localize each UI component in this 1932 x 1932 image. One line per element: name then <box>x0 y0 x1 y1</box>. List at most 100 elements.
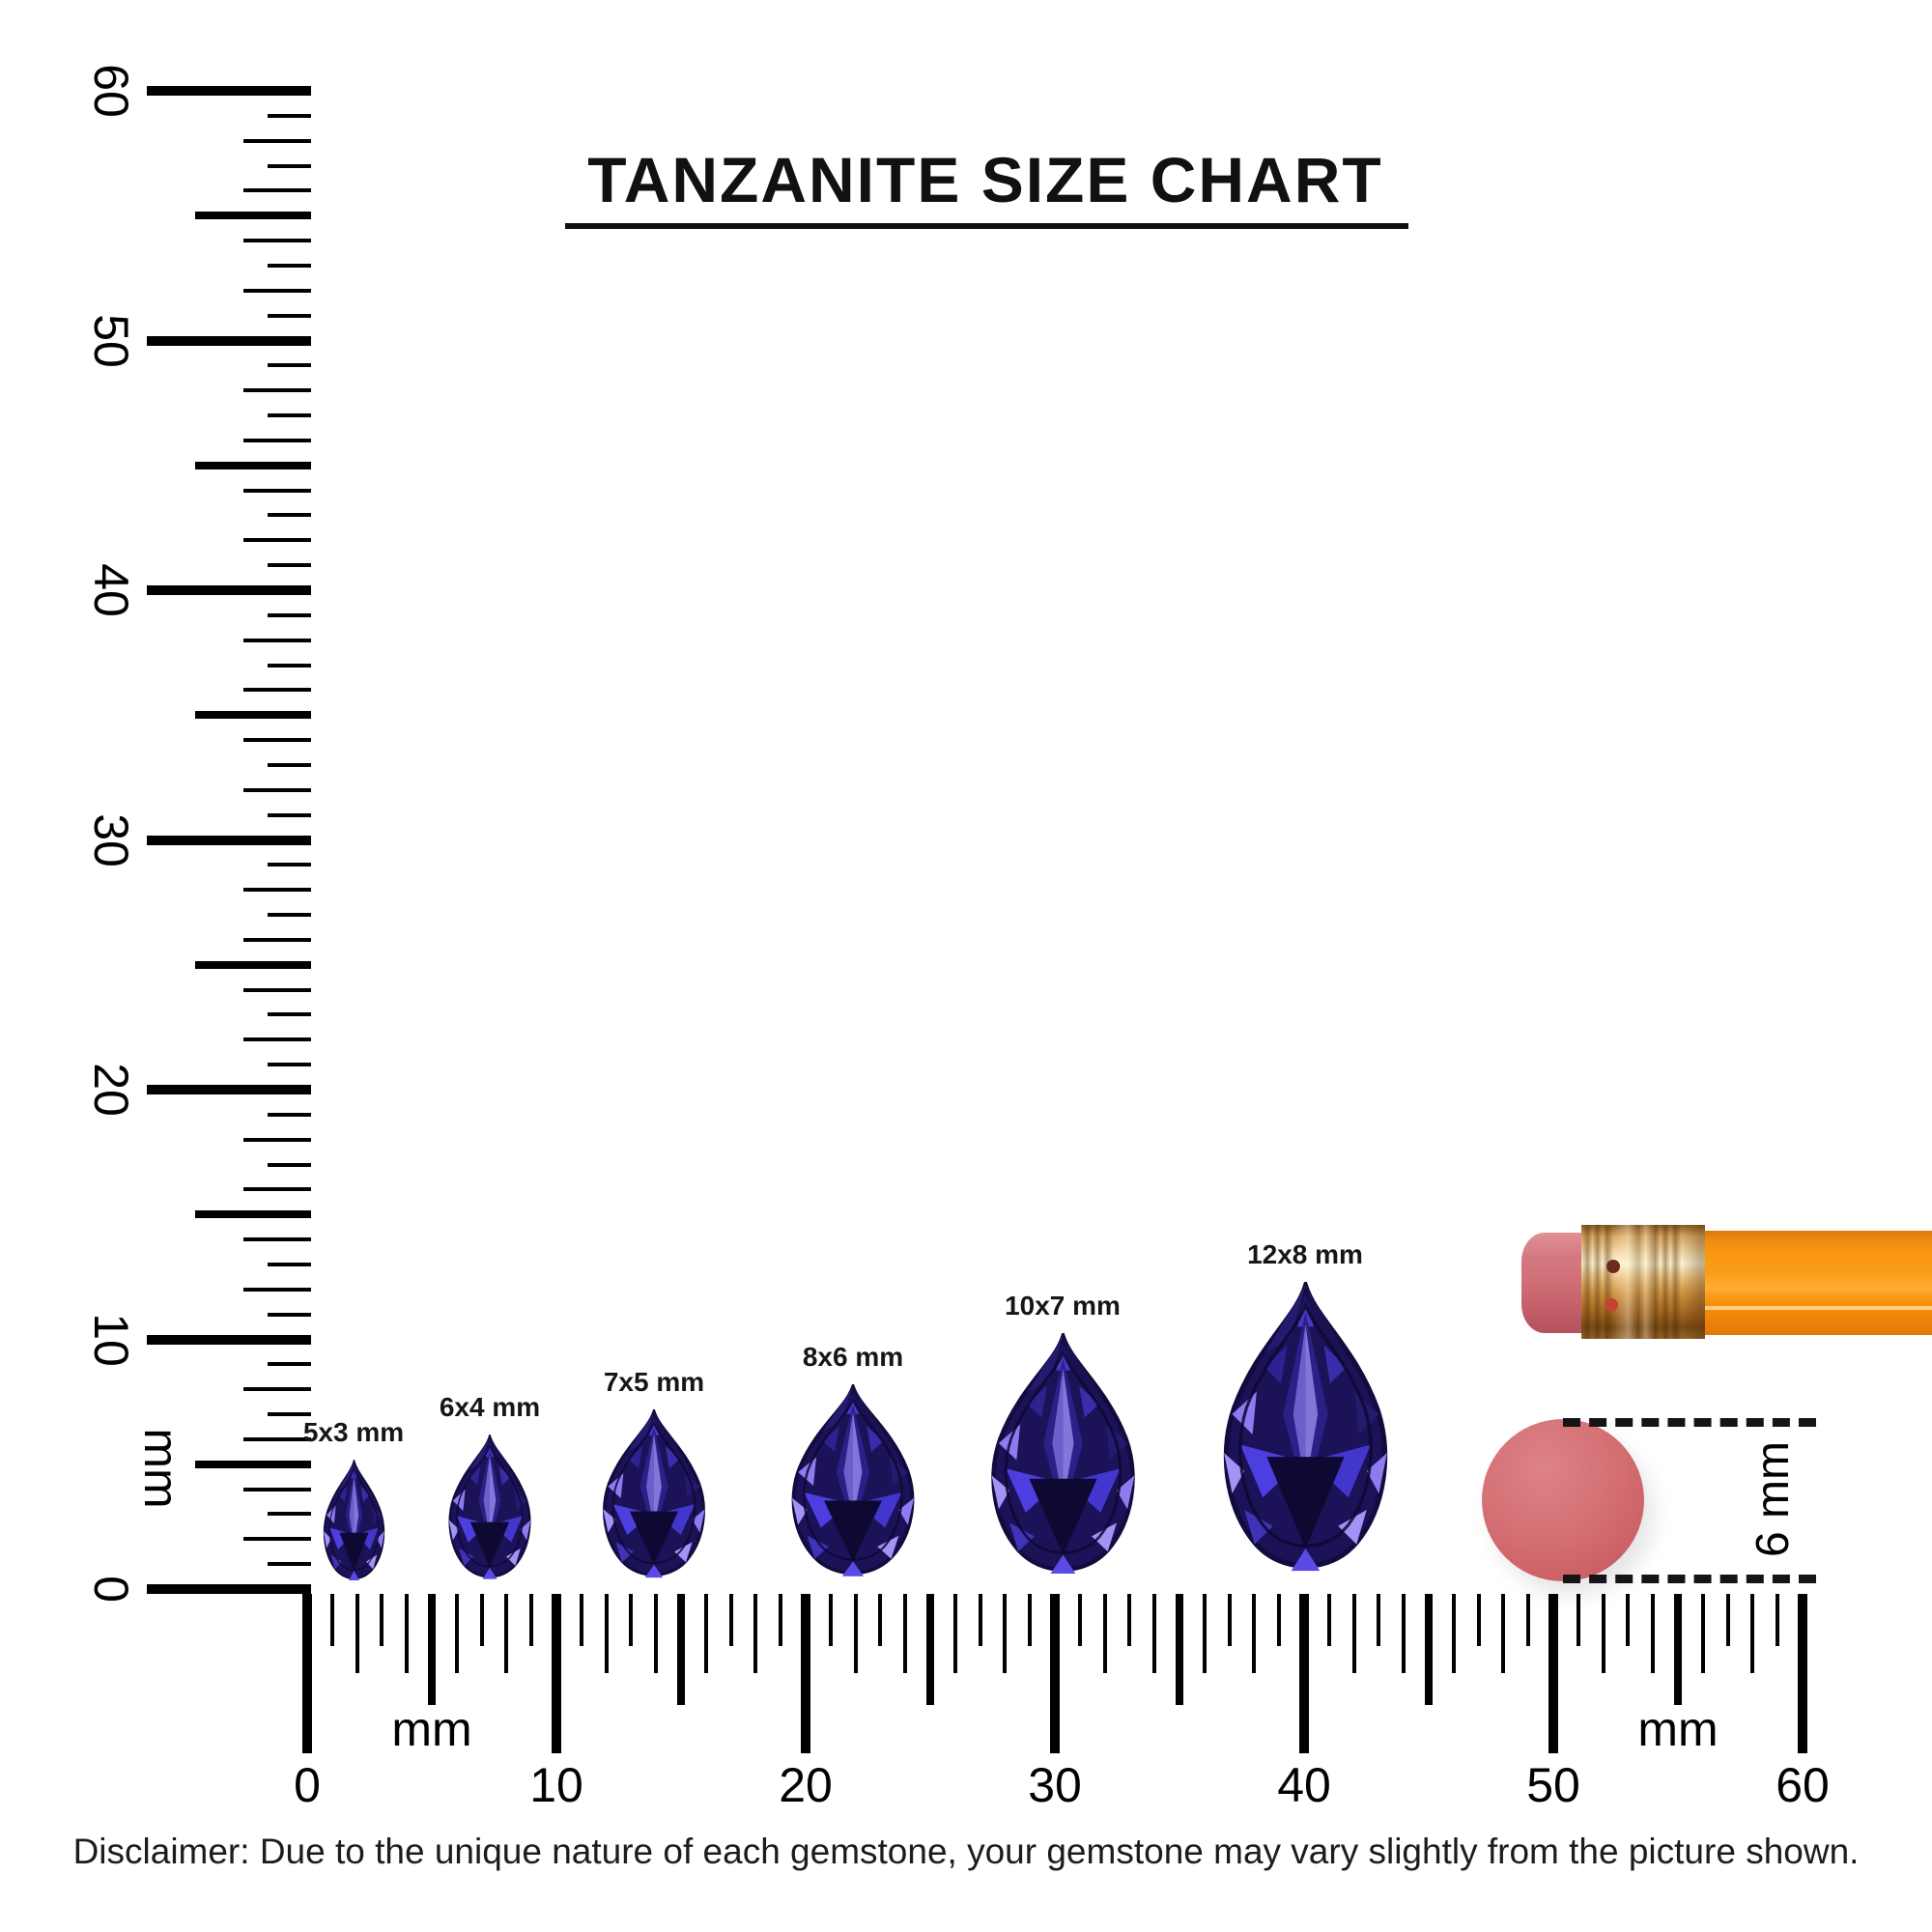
vertical-ruler-tick <box>243 1487 311 1492</box>
vertical-ruler-tick <box>243 239 311 243</box>
horizontal-ruler-tick <box>1674 1594 1682 1705</box>
horizontal-ruler-tick <box>728 1594 733 1646</box>
vertical-ruler-number: 20 <box>84 1063 138 1117</box>
horizontal-ruler-tick <box>1451 1594 1456 1673</box>
vertical-ruler-tick <box>268 313 311 318</box>
vertical-ruler-tick <box>268 863 311 867</box>
vertical-ruler-tick <box>268 612 311 617</box>
horizontal-ruler-tick <box>1028 1594 1033 1646</box>
horizontal-ruler-tick <box>1227 1594 1232 1646</box>
horizontal-ruler-tick <box>380 1594 384 1646</box>
horizontal-ruler-tick <box>1651 1594 1656 1673</box>
vertical-ruler-tick <box>243 1137 311 1142</box>
vertical-ruler-tick <box>268 363 311 368</box>
vertical-ruler-major-tick <box>147 1584 311 1594</box>
horizontal-ruler-major-tick <box>552 1594 561 1753</box>
vertical-ruler-major-tick <box>147 835 311 845</box>
horizontal-ruler-tick <box>1402 1594 1406 1673</box>
vertical-ruler-tick <box>268 513 311 518</box>
horizontal-ruler-number: 40 <box>1277 1758 1331 1812</box>
horizontal-ruler-tick <box>1077 1594 1082 1646</box>
horizontal-ruler-number: 50 <box>1526 1758 1580 1812</box>
horizontal-ruler-tick <box>1003 1594 1008 1673</box>
vertical-ruler-tick <box>268 1562 311 1567</box>
horizontal-ruler-tick <box>1776 1594 1780 1646</box>
horizontal-ruler-tick <box>405 1594 410 1673</box>
vertical-ruler-tick <box>195 960 311 969</box>
horizontal-ruler-tick <box>1277 1594 1282 1646</box>
vertical-ruler-tick <box>268 1362 311 1367</box>
vertical-ruler-number: 30 <box>84 812 138 867</box>
horizontal-ruler-unit-label-right: mm <box>1637 1702 1719 1756</box>
vertical-ruler-tick <box>243 288 311 293</box>
horizontal-ruler-major-tick <box>1798 1594 1807 1753</box>
gemstone-6x4mm <box>439 1435 541 1587</box>
pencil-eraser-tip <box>1521 1233 1583 1333</box>
vertical-ruler-tick <box>268 163 311 168</box>
vertical-ruler-tick <box>243 638 311 642</box>
eraser-end-circle <box>1482 1419 1644 1581</box>
vertical-ruler-tick <box>243 488 311 493</box>
vertical-ruler-tick <box>243 888 311 893</box>
ferrule-dot <box>1605 1298 1618 1312</box>
horizontal-ruler-major-tick <box>801 1594 810 1753</box>
gemstone-12x8mm <box>1204 1282 1407 1587</box>
horizontal-ruler-tick <box>952 1594 957 1673</box>
horizontal-ruler-tick <box>504 1594 509 1673</box>
horizontal-ruler-unit-label-left: mm <box>391 1702 472 1756</box>
vertical-ruler-tick <box>243 688 311 693</box>
horizontal-ruler-tick <box>853 1594 858 1673</box>
vertical-ruler-tick <box>243 1537 311 1542</box>
vertical-ruler-tick <box>243 1237 311 1242</box>
dimension-dash-top <box>1563 1418 1816 1427</box>
vertical-ruler-tick <box>268 263 311 268</box>
vertical-ruler-tick <box>268 1162 311 1167</box>
vertical-ruler-major-tick <box>147 86 311 96</box>
eraser-diameter-label: 6 mm <box>1747 1441 1799 1557</box>
gem-size-label: 6x4 mm <box>439 1392 541 1422</box>
vertical-ruler-tick <box>195 711 311 720</box>
vertical-ruler-tick <box>268 663 311 668</box>
vertical-ruler-number: 50 <box>84 313 138 368</box>
vertical-ruler-tick <box>268 1312 311 1317</box>
pencil-ferrule <box>1581 1225 1705 1339</box>
vertical-ruler-tick <box>195 1210 311 1219</box>
horizontal-ruler-number: 30 <box>1028 1758 1082 1812</box>
vertical-ruler-tick <box>268 1112 311 1117</box>
horizontal-ruler-number: 0 <box>294 1758 321 1812</box>
gemstone-10x7mm <box>974 1333 1152 1587</box>
vertical-ruler-tick <box>268 113 311 118</box>
gemstone-8x6mm <box>777 1384 929 1587</box>
horizontal-ruler-tick <box>753 1594 758 1673</box>
horizontal-ruler-tick <box>1576 1594 1580 1646</box>
vertical-ruler-tick <box>268 1063 311 1067</box>
vertical-ruler-number: 0 <box>84 1576 138 1603</box>
vertical-ruler-tick <box>243 937 311 942</box>
horizontal-ruler-number: 20 <box>779 1758 833 1812</box>
vertical-ruler-tick <box>195 461 311 469</box>
horizontal-ruler-tick <box>329 1594 334 1646</box>
title-underline <box>565 223 1408 229</box>
vertical-ruler-number: 10 <box>84 1312 138 1367</box>
vertical-ruler-major-tick <box>147 585 311 595</box>
horizontal-ruler-tick <box>878 1594 883 1646</box>
vertical-ruler-number: 40 <box>84 563 138 617</box>
horizontal-ruler-tick <box>428 1594 436 1705</box>
pencil-body-highlight <box>1705 1306 1932 1310</box>
vertical-ruler-tick <box>243 1187 311 1192</box>
vertical-ruler-tick <box>268 1412 311 1417</box>
horizontal-ruler-tick <box>779 1594 783 1646</box>
horizontal-ruler-tick <box>1700 1594 1705 1673</box>
horizontal-ruler-tick <box>529 1594 534 1646</box>
vertical-ruler-tick <box>243 1436 311 1441</box>
vertical-ruler-tick <box>268 1012 311 1017</box>
gem-size-label: 7x5 mm <box>603 1367 705 1397</box>
vertical-ruler-major-tick <box>147 335 311 346</box>
horizontal-ruler-tick <box>1526 1594 1531 1646</box>
vertical-ruler-tick <box>243 738 311 743</box>
vertical-ruler-tick <box>243 438 311 442</box>
horizontal-ruler-tick <box>903 1594 908 1673</box>
gem-size-label: 8x6 mm <box>802 1342 904 1372</box>
horizontal-ruler-tick <box>828 1594 833 1646</box>
